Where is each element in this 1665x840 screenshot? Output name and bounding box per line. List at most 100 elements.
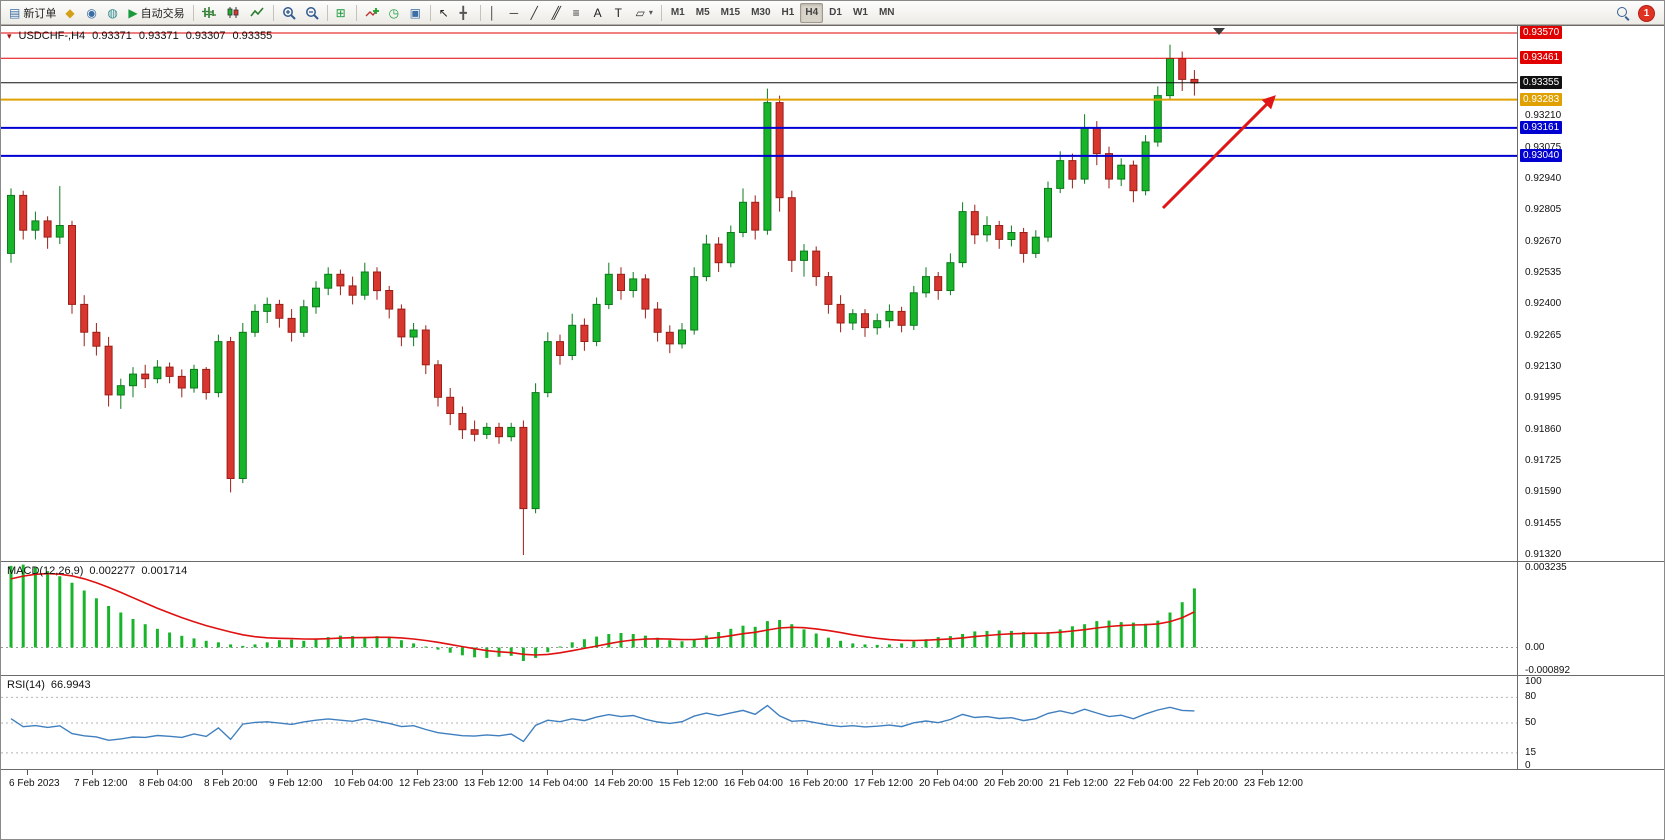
timeframe-h1-button[interactable]: H1	[777, 3, 800, 23]
line-chart-button[interactable]	[246, 3, 269, 23]
fibonacci-button[interactable]: ≡	[569, 3, 589, 23]
new-order-button[interactable]: ▤ 新订单	[5, 3, 60, 23]
timeframe-m15-button[interactable]: M15	[716, 3, 745, 23]
auto-trading-button[interactable]: ▶ 自动交易	[124, 3, 188, 23]
time-tick	[222, 770, 223, 775]
crosshair-icon: ╋	[459, 5, 467, 20]
time-label: 8 Feb 04:00	[139, 778, 193, 789]
rsi-chart[interactable]	[1, 676, 1517, 770]
symbol-dropdown-icon[interactable]: ▾	[7, 30, 12, 41]
rsi-scale-label: 15	[1525, 746, 1537, 758]
templates-button[interactable]: ▣	[406, 3, 426, 23]
cursor-button[interactable]: ↖	[435, 3, 455, 23]
chart-shift-marker[interactable]	[1213, 28, 1225, 35]
rsi-scale-label: 0	[1525, 759, 1531, 771]
zoom-in-button[interactable]	[278, 3, 300, 23]
price-chart[interactable]: ▾ USDCHF-,H4 0.93371 0.93371 0.93307 0.9…	[1, 26, 1517, 562]
price-badge-0.93283: 0.93283	[1520, 92, 1563, 106]
text-button[interactable]: A	[590, 3, 610, 23]
notification-badge[interactable]: 1	[1639, 5, 1654, 21]
macd-scale-label: 0.003235	[1525, 562, 1567, 573]
time-label: 10 Feb 04:00	[334, 778, 393, 789]
timeframe-m30-button[interactable]: M30	[746, 3, 775, 23]
indicator-plus-icon	[365, 8, 379, 17]
macd-signal-value: 0.001714	[141, 565, 188, 577]
rsi-scale-label: 50	[1525, 717, 1537, 728]
price-tick: 0.92265	[1525, 329, 1562, 341]
macd-signal-line	[10, 572, 1195, 656]
toolbar-separator	[272, 4, 274, 21]
candlestick-chart[interactable]	[1, 26, 1517, 562]
order-sheet-icon: ▤	[9, 5, 21, 20]
rsi-title: RSI(14)	[7, 679, 45, 691]
trendline-button[interactable]: ╱	[527, 3, 547, 23]
equidistant-channel-button[interactable]: ╱╱	[548, 3, 568, 23]
time-label: 6 Feb 2023	[9, 778, 60, 789]
label-icon: T	[614, 5, 622, 20]
candles[interactable]	[7, 44, 1199, 555]
profile-button[interactable]: ◉	[82, 3, 102, 23]
time-tick	[612, 770, 613, 775]
mql-market-button[interactable]: ◆	[61, 3, 81, 23]
toolbar-separator	[192, 4, 194, 21]
shapes-button[interactable]: ▱ ▾	[632, 3, 657, 23]
template-icon: ▣	[409, 5, 421, 20]
time-tick	[157, 770, 158, 775]
price-badge-0.93570: 0.93570	[1520, 25, 1563, 39]
time-tick	[1132, 770, 1133, 775]
timeframe-m5-button[interactable]: M5	[691, 3, 715, 23]
time-axis[interactable]: 6 Feb 2023 7 Feb 12:00 8 Feb 04:00 8 Feb 20…	[1, 769, 1664, 839]
crosshair-button[interactable]: ╋	[456, 3, 476, 23]
search-icon[interactable]	[1616, 6, 1630, 20]
timeframe-w1-button[interactable]: W1	[848, 3, 873, 23]
price-tick: 0.91860	[1525, 423, 1562, 435]
high-value: 0.93371	[138, 30, 179, 42]
time-label: 14 Feb 04:00	[529, 778, 588, 789]
time-label: 9 Feb 12:00	[269, 778, 323, 789]
macd-panel: MACD(12,26,9) 0.002277 0.001714 0.003235…	[1, 561, 1664, 676]
play-icon: ▶	[128, 5, 138, 20]
time-label: 13 Feb 12:00	[464, 778, 523, 789]
zoom-in-icon	[282, 6, 296, 20]
macd-label: MACD(12,26,9) 0.002277 0.001714	[7, 565, 187, 577]
auto-trading-label: 自动交易	[140, 7, 185, 20]
macd-scale-label: 0.00	[1525, 641, 1545, 653]
zoom-out-icon	[305, 6, 319, 20]
open-value: 0.93371	[92, 30, 132, 42]
macd-chart[interactable]	[1, 562, 1517, 676]
price-tick: 0.91590	[1525, 486, 1562, 498]
time-label: 16 Feb 20:00	[789, 778, 848, 789]
rsi-value: 66.9943	[50, 679, 91, 691]
community-button[interactable]: ◍	[103, 3, 123, 23]
timeframe-h4-button[interactable]: H4	[800, 2, 824, 23]
timeframe-mn-button[interactable]: MN	[874, 3, 900, 23]
time-label: 22 Feb 20:00	[1179, 778, 1238, 789]
chevron-down-icon: ▾	[648, 8, 653, 17]
tile-windows-button[interactable]: ⊞	[332, 3, 352, 23]
time-label: 15 Feb 12:00	[659, 778, 718, 789]
price-tick: 0.91725	[1525, 455, 1562, 467]
time-tick	[547, 770, 548, 775]
timeframe-d1-button[interactable]: D1	[824, 3, 847, 23]
close-value: 0.93355	[232, 30, 273, 42]
toolbar: ▤ 新订单 ◆ ◉ ◍ ▶ 自动交易 ⊞ ◷ ▣ ↖ ╋ │ ─ ╱ ╱╱ ≡ A T ▱ ▾ M1 M5 M15 M30 H1 H…	[1, 1, 1664, 25]
trend-arrow[interactable]	[1161, 95, 1276, 210]
vertical-line-button[interactable]: │	[485, 3, 505, 23]
price-scale[interactable]: 0.93210 0.93075 0.92940 0.92805 0.92670 0.925…	[1517, 25, 1664, 561]
macd-main-value: 0.002277	[89, 565, 136, 577]
candlestick-chart-button[interactable]	[222, 3, 245, 23]
bar-chart-button[interactable]	[198, 3, 221, 23]
time-tick	[1067, 770, 1068, 775]
symbol-period-label: USDCHF-,H4	[18, 30, 86, 42]
periods-button[interactable]: ◷	[385, 3, 405, 23]
text-label-button[interactable]: T	[611, 3, 631, 23]
price-badge-0.93040: 0.93040	[1520, 148, 1563, 162]
indicators-button[interactable]	[361, 3, 384, 23]
timeframe-m1-button[interactable]: M1	[666, 3, 690, 23]
shapes-icon: ▱	[635, 5, 645, 20]
horizontal-line-button[interactable]: ─	[506, 3, 526, 23]
time-tick	[742, 770, 743, 775]
price-tick: 0.92805	[1525, 204, 1562, 216]
time-tick	[1197, 770, 1198, 775]
zoom-out-button[interactable]	[301, 3, 323, 23]
